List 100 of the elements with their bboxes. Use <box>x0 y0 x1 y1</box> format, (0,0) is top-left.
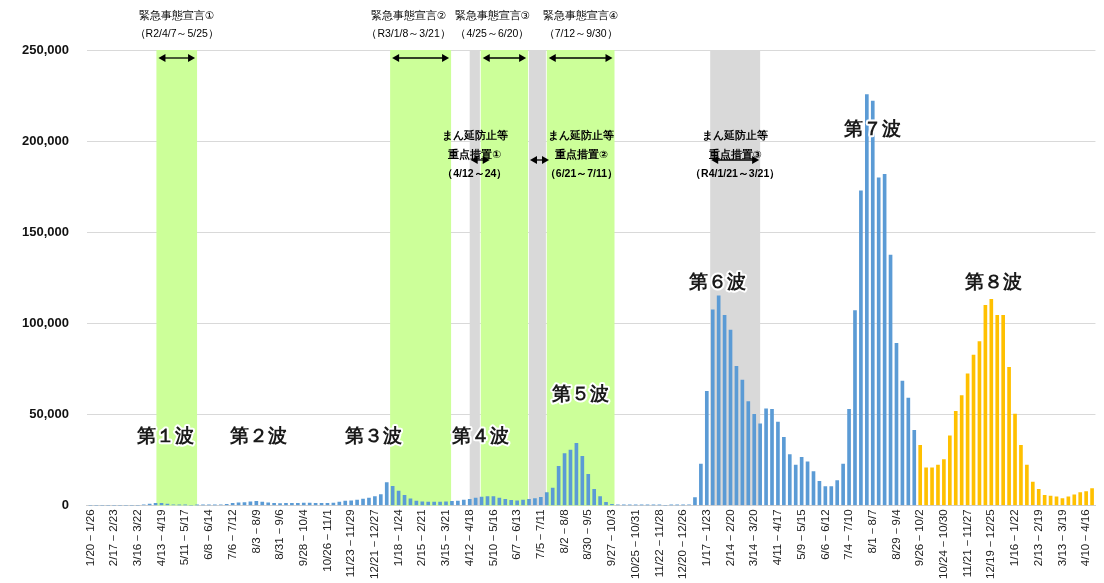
x-tick-label: 2/14－2/20 <box>723 509 736 567</box>
x-tick-label: 1/17－1/23 <box>699 509 712 567</box>
x-tick-label: 4/13－4/19 <box>154 509 167 567</box>
x-tick-label: 12/19－12/25 <box>984 509 997 580</box>
bar <box>527 498 531 506</box>
bar <box>373 496 377 506</box>
y-tick-label: 50,000 <box>29 405 69 421</box>
x-tick-label: 2/17－2/23 <box>107 509 120 567</box>
x-tick-label: 12/20－12/26 <box>676 509 689 580</box>
bar <box>1072 494 1077 506</box>
x-tick-label: 8/30－9/5 <box>581 509 594 560</box>
bar <box>995 315 1000 506</box>
band-label: 緊急事態宣言② （R3/1/8～3/21） <box>366 8 451 39</box>
bar <box>746 401 751 506</box>
x-tick-label: 6/8－6/14 <box>202 508 215 560</box>
bar <box>467 498 472 506</box>
bar <box>266 502 271 506</box>
bar <box>959 395 964 506</box>
bar <box>515 500 519 506</box>
band-label: まん延防止等重点措置② （6/21～7/11） <box>544 128 619 180</box>
x-tick-label: 3/15－3/21 <box>439 509 452 567</box>
y-tick-label: 0 <box>61 497 69 513</box>
bar <box>1013 413 1017 506</box>
bar <box>1001 315 1005 506</box>
band-label: 緊急事態宣言④ （7/12～9/30） <box>542 8 619 39</box>
bar <box>782 436 786 506</box>
bar <box>1025 464 1029 506</box>
annotation: 第７波 <box>842 118 901 140</box>
bar <box>793 464 798 506</box>
bar <box>953 411 958 506</box>
x-tick-label: 1/16－1/22 <box>1008 509 1021 567</box>
x-tick-label: 8/29－9/4 <box>889 508 902 560</box>
bar <box>859 190 863 506</box>
bar <box>260 501 265 506</box>
bar <box>586 473 591 506</box>
bar <box>710 309 715 506</box>
bar <box>509 500 514 506</box>
annotation: 第８波 <box>963 271 1022 293</box>
x-tick-label: 6/6－6/12 <box>818 509 831 560</box>
bar <box>456 500 460 506</box>
bar <box>1084 491 1088 506</box>
bar <box>450 501 454 506</box>
band-label: 緊急事態宣言③ （4/25～6/20） <box>454 8 531 39</box>
annotation: 第１波 <box>135 425 194 447</box>
bar <box>438 501 442 506</box>
x-tick-label: 7/4－7/10 <box>842 509 855 560</box>
y-tick-label: 250,000 <box>21 41 69 57</box>
bar <box>989 298 994 506</box>
x-tick-label: 4/11－4/17 <box>771 509 784 566</box>
bar <box>604 502 608 506</box>
bar <box>847 409 851 506</box>
x-tick-label: 6/7－6/13 <box>510 509 523 560</box>
bar <box>420 501 425 506</box>
bar <box>1030 481 1035 506</box>
x-tick-label: 1/18－1/24 <box>391 508 404 567</box>
x-tick-label: 8/1－8/7 <box>865 509 878 554</box>
x-tick-label: 1/20－1/26 <box>83 509 96 567</box>
bar <box>432 501 436 506</box>
bar <box>924 467 928 506</box>
bar <box>503 498 508 506</box>
bar <box>343 500 348 506</box>
x-tick-label: 8/2－8/8 <box>557 509 570 554</box>
x-tick-label: 11/23－11/29 <box>344 509 357 578</box>
x-tick-label: 3/14－3/20 <box>747 509 760 567</box>
x-tick-label: 4/12－4/18 <box>462 509 475 567</box>
x-tick-label: 7/6－7/12 <box>225 509 238 560</box>
x-tick-label: 5/11－5/17 <box>178 509 191 566</box>
x-tick-label: 11/21－11/27 <box>960 509 973 578</box>
bar <box>829 486 834 506</box>
bar <box>835 480 840 506</box>
y-tick-label: 100,000 <box>21 314 69 330</box>
bar <box>378 494 383 506</box>
x-tick-label: 3/16－3/22 <box>130 509 143 567</box>
bar <box>533 498 537 506</box>
bar <box>936 464 940 506</box>
bar <box>1019 445 1023 506</box>
bar <box>349 500 353 506</box>
x-tick-label: 5/10－5/16 <box>486 509 499 567</box>
bar <box>1090 488 1094 506</box>
bar <box>930 467 934 506</box>
annotation: 第４波 <box>450 425 509 447</box>
x-tick-label: 8/31－9/6 <box>273 509 286 560</box>
bar <box>1078 492 1083 506</box>
bar <box>912 429 917 506</box>
bar <box>592 488 597 506</box>
annotation: 第２波 <box>228 425 287 447</box>
x-tick-label: 2/15－2/21 <box>415 509 428 567</box>
x-tick-label: 3/13－3/19 <box>1055 509 1068 567</box>
x-tick-label: 10/25－10/31 <box>628 509 641 580</box>
bar <box>906 397 911 506</box>
bar <box>461 499 466 506</box>
x-tick-label: 12/21－12/27 <box>368 509 381 580</box>
x-tick-label: 9/27－10/3 <box>605 509 618 567</box>
bar <box>853 310 857 506</box>
annotation: 第５波 <box>550 383 609 405</box>
bar <box>337 501 342 506</box>
bar <box>942 459 946 506</box>
band-label: 緊急事態宣言① （R2/4/7～5/25） <box>134 8 219 39</box>
annotation: 第６波 <box>687 271 746 293</box>
x-tick-label: 5/9－5/15 <box>794 509 807 560</box>
